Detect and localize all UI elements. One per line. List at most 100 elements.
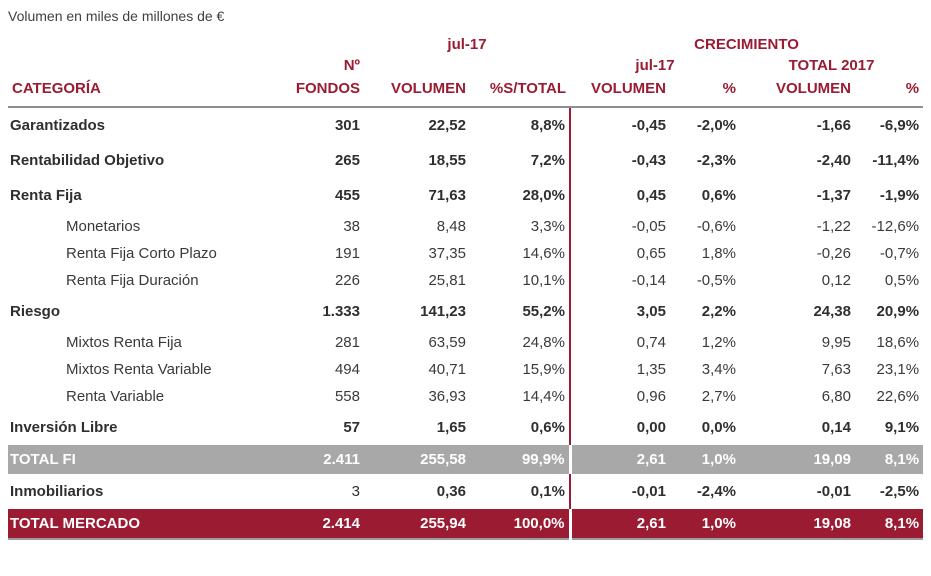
row-label: Inmobiliarios xyxy=(10,483,104,500)
cell-total2017-volumen: -2,40 xyxy=(816,152,851,169)
header-fondos: FONDOS xyxy=(288,76,364,108)
table-row: Inversión Libre 57 1,65 0,6% 0,00 0,0% 0,14 9,1… xyxy=(8,410,923,445)
cell-volumen: 255,94 xyxy=(420,515,466,532)
header-pct-total2017: % xyxy=(855,76,924,108)
cell-crec-jul17-volumen: 2,61 xyxy=(568,445,670,474)
cell-total2017-pct: -11,4% xyxy=(872,152,920,169)
row-label: Rentabilidad Objetivo xyxy=(10,152,165,169)
cell-volumen: 36,93 xyxy=(428,388,466,405)
cell-total2017-pct: -1,9% xyxy=(879,187,920,204)
row-label: Monetarios xyxy=(66,218,141,235)
table-row: TOTAL MERCADO 2.414 255,94 100,0% 2,61 1,0% 19… xyxy=(8,509,924,539)
report-page: Volumen en miles de millones de € jul-17… xyxy=(8,8,924,540)
table-row: Riesgo 1.333 141,23 55,2% 3,05 2,2% 24,38 20,9% xyxy=(8,294,923,329)
cell-fondos: 281 xyxy=(334,334,360,351)
header-total-2017: TOTAL 2017 xyxy=(788,57,875,74)
cell-fondos: 301 xyxy=(334,117,360,134)
cell-pct-s-total: 15,9% xyxy=(522,361,565,378)
cell-total2017-volumen: 9,95 xyxy=(821,334,851,351)
cell-total2017-volumen: -1,66 xyxy=(816,117,851,134)
cell-total2017-pct: -12,6% xyxy=(871,218,920,235)
row-label: Riesgo xyxy=(10,303,61,320)
cell-total2017-pct: 18,6% xyxy=(876,334,920,351)
funds-table: jul-17 CRECIMIENTO Nº jul-17 TOTAL 2017 … xyxy=(8,32,924,540)
cell-crec-jul17-volumen: 0,74 xyxy=(569,329,670,356)
header-crecimiento-group: CRECIMIENTO xyxy=(694,36,799,53)
cell-crec-jul17-pct: 1,2% xyxy=(701,334,736,351)
cell-crec-jul17-pct: -2,4% xyxy=(696,483,736,500)
cell-pct-s-total: 0,6% xyxy=(530,419,565,436)
cell-volumen: 255,58 xyxy=(420,451,466,468)
cell-total2017-volumen: -1,37 xyxy=(816,187,851,204)
cell-total2017-pct: -2,5% xyxy=(879,483,920,500)
cell-total2017-pct: 8,1% xyxy=(884,451,920,468)
cell-crec-jul17-volumen: 0,65 xyxy=(569,240,670,267)
cell-fondos: 38 xyxy=(343,218,360,235)
cell-fondos: 2.414 xyxy=(322,515,360,532)
cell-total2017-volumen: 7,63 xyxy=(821,361,851,378)
table-row: Garantizados 301 22,52 8,8% -0,45 -2,0% -1,66 -… xyxy=(8,107,923,143)
row-label: TOTAL MERCADO xyxy=(10,515,140,532)
cell-crec-jul17-volumen: -0,01 xyxy=(569,474,670,509)
cell-crec-jul17-volumen: 1,35 xyxy=(569,356,670,383)
cell-total2017-pct: 23,1% xyxy=(876,361,920,378)
header-stotal: %S/TOTAL xyxy=(470,76,570,108)
cell-total2017-pct: 22,6% xyxy=(876,388,920,405)
row-label: Renta Fija Duración xyxy=(66,272,199,289)
cell-total2017-volumen: 24,38 xyxy=(813,303,851,320)
cell-fondos: 1.333 xyxy=(322,303,360,320)
cell-total2017-volumen: -0,01 xyxy=(816,483,851,500)
row-label: TOTAL FI xyxy=(10,451,76,468)
header-categoria: CATEGORÍA xyxy=(8,76,288,108)
cell-pct-s-total: 24,8% xyxy=(522,334,565,351)
header-jul17-group: jul-17 xyxy=(447,36,487,53)
cell-volumen: 8,48 xyxy=(436,218,466,235)
cell-volumen: 1,65 xyxy=(436,419,466,436)
table-row: TOTAL FI 2.411 255,58 99,9% 2,61 1,0% 19,09 8,1… xyxy=(8,445,924,474)
cell-total2017-volumen: 6,80 xyxy=(821,388,851,405)
cell-crec-jul17-pct: 1,0% xyxy=(701,451,736,468)
cell-crec-jul17-pct: 1,8% xyxy=(701,245,736,262)
row-label: Renta Variable xyxy=(66,388,165,405)
header-group-row: jul-17 CRECIMIENTO xyxy=(8,32,923,55)
table-row: Inmobiliarios 3 0,36 0,1% -0,01 -2,4% -0,01 -2,… xyxy=(8,474,923,509)
header-spacer xyxy=(8,32,364,55)
header-num: Nº xyxy=(343,57,360,74)
cell-total2017-pct: -0,7% xyxy=(879,245,920,262)
cell-fondos: 2.411 xyxy=(323,451,360,468)
cell-crec-jul17-volumen: 2,61 xyxy=(568,509,670,539)
cell-total2017-volumen: 19,09 xyxy=(813,451,851,468)
cell-volumen: 71,63 xyxy=(428,187,466,204)
table-body: Garantizados 301 22,52 8,8% -0,45 -2,0% -1,66 -… xyxy=(8,107,924,539)
cell-fondos: 265 xyxy=(334,152,360,169)
cell-volumen: 63,59 xyxy=(428,334,466,351)
cell-pct-s-total: 10,1% xyxy=(522,272,565,289)
cell-crec-jul17-pct: 0,0% xyxy=(701,419,736,436)
cell-total2017-volumen: 0,12 xyxy=(821,272,851,289)
cell-total2017-pct: 8,1% xyxy=(884,515,920,532)
table-row: Rentabilidad Objetivo 265 18,55 7,2% -0,43 -2… xyxy=(8,143,923,178)
cell-volumen: 25,81 xyxy=(428,272,466,289)
cell-pct-s-total: 8,8% xyxy=(530,117,565,134)
cell-pct-s-total: 100,0% xyxy=(513,515,565,532)
table-row: Mixtos Renta Fija 281 63,59 24,8% 0,74 1,2% 9,… xyxy=(8,329,923,356)
page-title: Volumen en miles de millones de € xyxy=(8,8,225,24)
cell-total2017-pct: 0,5% xyxy=(884,272,920,289)
cell-fondos: 455 xyxy=(334,187,360,204)
cell-crec-jul17-volumen: 0,45 xyxy=(569,178,670,213)
cell-crec-jul17-pct: -2,3% xyxy=(696,152,736,169)
cell-total2017-volumen: -1,22 xyxy=(816,218,851,235)
cell-pct-s-total: 14,6% xyxy=(522,245,565,262)
header-volumen-crec: VOLUMEN xyxy=(570,76,670,108)
header-subgroup-row: Nº jul-17 TOTAL 2017 xyxy=(8,55,923,76)
header-spacer xyxy=(8,55,288,76)
table-row: Renta Fija 455 71,63 28,0% 0,45 0,6% -1,37 -1,9… xyxy=(8,178,923,213)
cell-crec-jul17-pct: 0,6% xyxy=(701,187,736,204)
cell-crec-jul17-pct: 3,4% xyxy=(701,361,736,378)
cell-volumen: 18,55 xyxy=(428,152,466,169)
cell-crec-jul17-volumen: -0,45 xyxy=(569,107,670,143)
cell-crec-jul17-volumen: -0,05 xyxy=(569,213,670,240)
row-label: Mixtos Renta Variable xyxy=(66,361,212,378)
cell-volumen: 0,36 xyxy=(436,483,466,500)
cell-crec-jul17-volumen: 0,00 xyxy=(569,410,670,445)
